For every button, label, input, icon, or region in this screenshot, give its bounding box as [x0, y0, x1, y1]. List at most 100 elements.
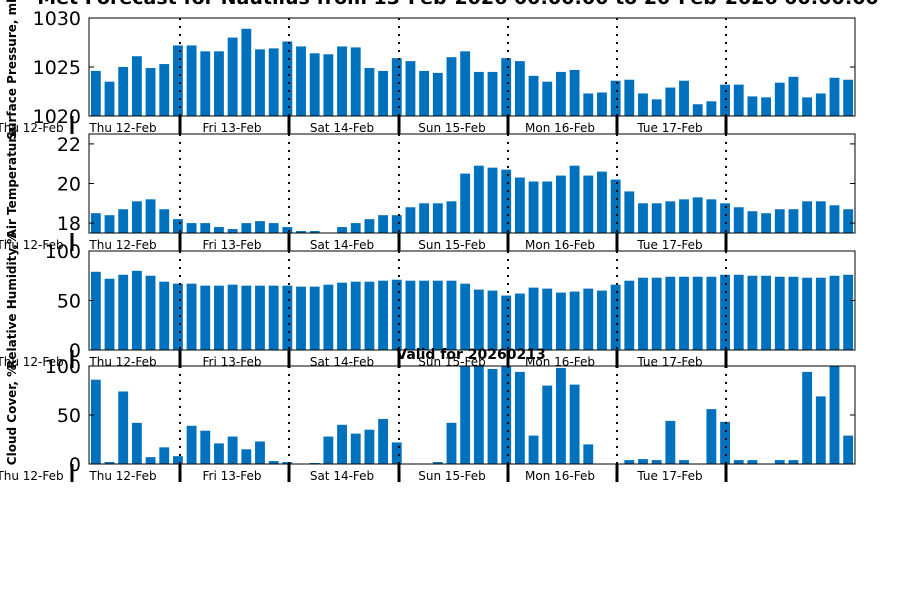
bar — [172, 45, 183, 116]
bar — [692, 104, 703, 116]
bar — [829, 275, 840, 350]
bar — [172, 456, 183, 464]
bar — [364, 429, 375, 464]
bar — [679, 199, 689, 233]
x-tick-label: Mon 16-Feb — [525, 121, 595, 135]
bar — [542, 181, 553, 233]
x-tick-label: Fri 13-Feb — [203, 355, 262, 369]
bar — [419, 280, 430, 350]
bar — [487, 290, 498, 350]
bar — [501, 366, 512, 464]
bar — [815, 396, 826, 464]
x-tick-label: Mon 16-Feb — [525, 469, 595, 483]
y-axis-label: Cloud Cover, % — [5, 365, 19, 465]
bar — [282, 462, 293, 464]
y-axis-label: Surface Pressure, mb — [5, 0, 19, 140]
bar — [774, 460, 785, 464]
bar — [638, 459, 648, 464]
y-tick-label: 1020 — [33, 106, 81, 128]
bar — [774, 276, 785, 350]
bar — [131, 270, 142, 350]
bar — [733, 207, 744, 233]
bar — [501, 295, 512, 350]
bar — [337, 46, 347, 116]
bar — [733, 460, 744, 464]
y-tick-label: 18 — [57, 213, 81, 235]
bar — [583, 288, 594, 350]
bar — [829, 77, 840, 116]
bar — [720, 421, 730, 464]
bar — [843, 209, 854, 233]
bar — [706, 199, 717, 233]
bar — [296, 231, 306, 233]
y-axis-label: Air Temperature — [5, 129, 19, 239]
x-tick-label: Thu 12-Feb — [0, 469, 64, 483]
y-tick-label: 22 — [57, 134, 81, 156]
bar — [214, 285, 224, 350]
bar — [679, 276, 689, 350]
bar — [487, 167, 498, 233]
x-tick-label: Sun 15-Feb — [418, 469, 486, 483]
bar — [583, 93, 594, 116]
bar — [419, 203, 430, 233]
x-tick-label: Tue 17-Feb — [636, 238, 702, 252]
bar — [555, 292, 566, 350]
bar — [405, 280, 416, 350]
bar — [802, 201, 813, 233]
bar — [473, 165, 484, 233]
bar — [90, 70, 101, 116]
bar — [391, 215, 402, 233]
bar — [624, 79, 635, 116]
x-tick-label: Sun 15-Feb — [418, 238, 486, 252]
bar — [282, 41, 293, 116]
bar — [706, 409, 717, 464]
bar — [747, 211, 758, 233]
bar — [501, 169, 512, 233]
bar — [501, 58, 512, 116]
x-tick-label: Sat 14-Feb — [310, 238, 374, 252]
bar — [145, 275, 156, 350]
bar — [118, 391, 129, 464]
bar — [104, 462, 115, 464]
bar — [583, 444, 594, 464]
bar — [514, 61, 525, 116]
bar — [145, 457, 156, 464]
bar — [104, 278, 115, 350]
bar — [337, 424, 347, 464]
bar — [227, 229, 238, 233]
bar — [405, 207, 416, 233]
bar — [843, 435, 854, 464]
x-tick-label: Sat 14-Feb — [310, 121, 374, 135]
bar — [555, 71, 566, 116]
bar — [829, 205, 840, 233]
bar — [665, 201, 676, 233]
bar — [487, 368, 498, 464]
bar — [172, 219, 183, 233]
bar — [528, 435, 539, 464]
bar — [364, 219, 375, 233]
bar — [446, 201, 457, 233]
bar — [638, 277, 648, 350]
bar — [309, 286, 320, 350]
bar — [200, 51, 211, 116]
bar — [391, 442, 402, 464]
bar — [528, 75, 539, 116]
bar — [733, 84, 744, 116]
y-axis-label: Relative Humidity,% — [5, 232, 19, 369]
bar — [172, 283, 183, 350]
bar — [802, 371, 813, 464]
bar — [364, 281, 375, 350]
x-tick-label: Sat 14-Feb — [310, 355, 374, 369]
bar — [255, 285, 265, 350]
bar — [583, 175, 594, 233]
bar — [337, 227, 347, 233]
bar — [761, 97, 772, 116]
bar — [268, 48, 279, 116]
y-tick-label: 100 — [45, 356, 81, 378]
x-tick-label: Thu 12-Feb — [0, 238, 64, 252]
bar — [200, 285, 211, 350]
bar — [241, 285, 252, 350]
bar — [597, 290, 607, 350]
